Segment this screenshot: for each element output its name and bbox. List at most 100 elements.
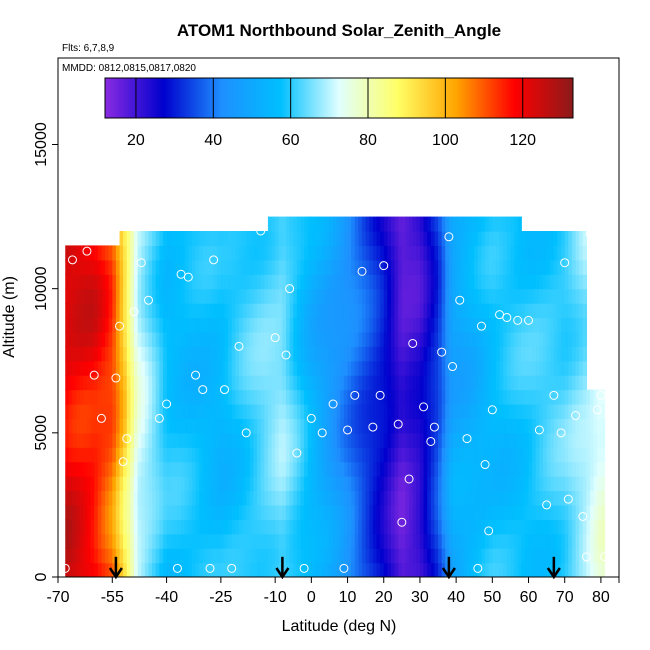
heatmap-cell bbox=[72, 418, 77, 434]
heatmap-cell bbox=[304, 432, 309, 448]
heatmap-cell bbox=[278, 548, 283, 564]
heatmap-cell bbox=[394, 375, 399, 391]
heatmap-cell bbox=[177, 259, 182, 275]
heatmap-cell bbox=[401, 245, 407, 261]
heatmap-cell bbox=[134, 548, 139, 564]
heatmap-cell bbox=[267, 274, 273, 290]
heatmap-cell bbox=[445, 317, 450, 333]
observation-point bbox=[429, 422, 439, 432]
observation-point bbox=[292, 448, 302, 458]
heatmap-cell bbox=[289, 317, 294, 333]
heatmap-cell bbox=[503, 216, 508, 232]
heatmap-cell bbox=[282, 548, 287, 564]
heatmap-cell bbox=[220, 231, 226, 247]
heatmap-cell bbox=[524, 533, 530, 549]
heatmap-cell bbox=[206, 360, 211, 376]
heatmap-cell bbox=[383, 476, 388, 492]
heatmap-cell bbox=[289, 245, 294, 261]
heatmap-cell bbox=[126, 490, 131, 506]
heatmap-cell bbox=[358, 404, 363, 420]
heatmap-cell bbox=[195, 317, 200, 333]
heatmap-cell bbox=[257, 231, 262, 247]
heatmap-cell bbox=[101, 432, 106, 448]
heatmap-cell bbox=[83, 404, 88, 420]
heatmap-cell bbox=[264, 303, 269, 319]
heatmap-cell bbox=[365, 432, 370, 448]
heatmap-cell bbox=[278, 216, 283, 232]
heatmap-cell bbox=[170, 548, 175, 564]
heatmap-cell bbox=[86, 490, 92, 506]
heatmap-cell bbox=[380, 216, 385, 232]
heatmap-cell bbox=[242, 274, 247, 290]
heatmap-cell bbox=[343, 331, 349, 347]
heatmap-cell bbox=[488, 231, 493, 247]
heatmap-cell bbox=[510, 548, 515, 564]
heatmap-cell bbox=[456, 274, 461, 290]
heatmap-cell bbox=[542, 476, 548, 492]
heatmap-cell bbox=[561, 303, 566, 319]
heatmap-cell bbox=[362, 216, 367, 232]
heatmap-cell bbox=[249, 245, 255, 261]
heatmap-cell bbox=[506, 490, 512, 506]
heatmap-cell bbox=[72, 548, 77, 564]
heatmap-cell bbox=[271, 317, 276, 333]
heatmap-cell bbox=[416, 259, 421, 275]
heatmap-cell bbox=[144, 303, 150, 319]
heatmap-cell bbox=[347, 432, 352, 448]
heatmap-cell bbox=[68, 490, 74, 506]
heatmap-cell bbox=[438, 548, 443, 564]
heatmap-cell bbox=[553, 303, 559, 319]
heatmap-cell bbox=[148, 404, 153, 420]
heatmap-cell bbox=[459, 274, 464, 290]
heatmap-cell bbox=[296, 447, 302, 463]
heatmap-cell bbox=[177, 274, 182, 290]
heatmap-cell bbox=[76, 288, 81, 304]
heatmap-cell bbox=[246, 519, 251, 535]
heatmap-cell bbox=[481, 447, 486, 463]
heatmap-cell bbox=[210, 548, 215, 564]
heatmap-cell bbox=[571, 259, 577, 275]
heatmap-cell bbox=[333, 360, 338, 376]
heatmap-cell bbox=[235, 404, 240, 420]
heatmap-cell bbox=[184, 389, 189, 405]
heatmap-cell bbox=[162, 519, 168, 535]
heatmap-cell bbox=[561, 447, 566, 463]
heatmap-cell bbox=[456, 231, 461, 247]
heatmap-cell bbox=[217, 404, 222, 420]
heatmap-cell bbox=[365, 404, 370, 420]
heatmap-cell bbox=[542, 432, 548, 448]
heatmap-cell bbox=[376, 245, 381, 261]
heatmap-cell bbox=[333, 389, 338, 405]
heatmap-cell bbox=[155, 346, 160, 362]
heatmap-cell bbox=[347, 303, 352, 319]
heatmap-cell bbox=[101, 259, 106, 275]
heatmap-cell bbox=[459, 375, 464, 391]
heatmap-cell bbox=[220, 461, 226, 477]
heatmap-cell bbox=[557, 548, 562, 564]
heatmap-cell bbox=[97, 331, 103, 347]
heatmap-cell bbox=[65, 418, 70, 434]
heatmap-cell bbox=[257, 360, 262, 376]
heatmap-cell bbox=[300, 404, 305, 420]
heatmap-cell bbox=[539, 389, 544, 405]
heatmap-cell bbox=[582, 519, 588, 535]
heatmap-cell bbox=[195, 360, 200, 376]
heatmap-cell bbox=[568, 360, 573, 376]
heatmap-cell bbox=[76, 331, 81, 347]
heatmap-cell bbox=[582, 303, 588, 319]
heatmap-cell bbox=[79, 259, 84, 275]
heatmap-cell bbox=[148, 504, 153, 520]
heatmap-cell bbox=[257, 476, 262, 492]
heatmap-cell bbox=[365, 375, 370, 391]
heatmap-cell bbox=[521, 404, 526, 420]
heatmap-cell bbox=[72, 360, 77, 376]
heatmap-cell bbox=[517, 562, 522, 577]
heatmap-cell bbox=[152, 231, 157, 247]
heatmap-cell bbox=[307, 519, 312, 535]
observation-point bbox=[571, 411, 581, 421]
heatmap-cell bbox=[430, 519, 436, 535]
heatmap-cell bbox=[517, 418, 522, 434]
heatmap-cell bbox=[271, 245, 276, 261]
heatmap-cell bbox=[564, 259, 569, 275]
heatmap-cell bbox=[419, 360, 425, 376]
